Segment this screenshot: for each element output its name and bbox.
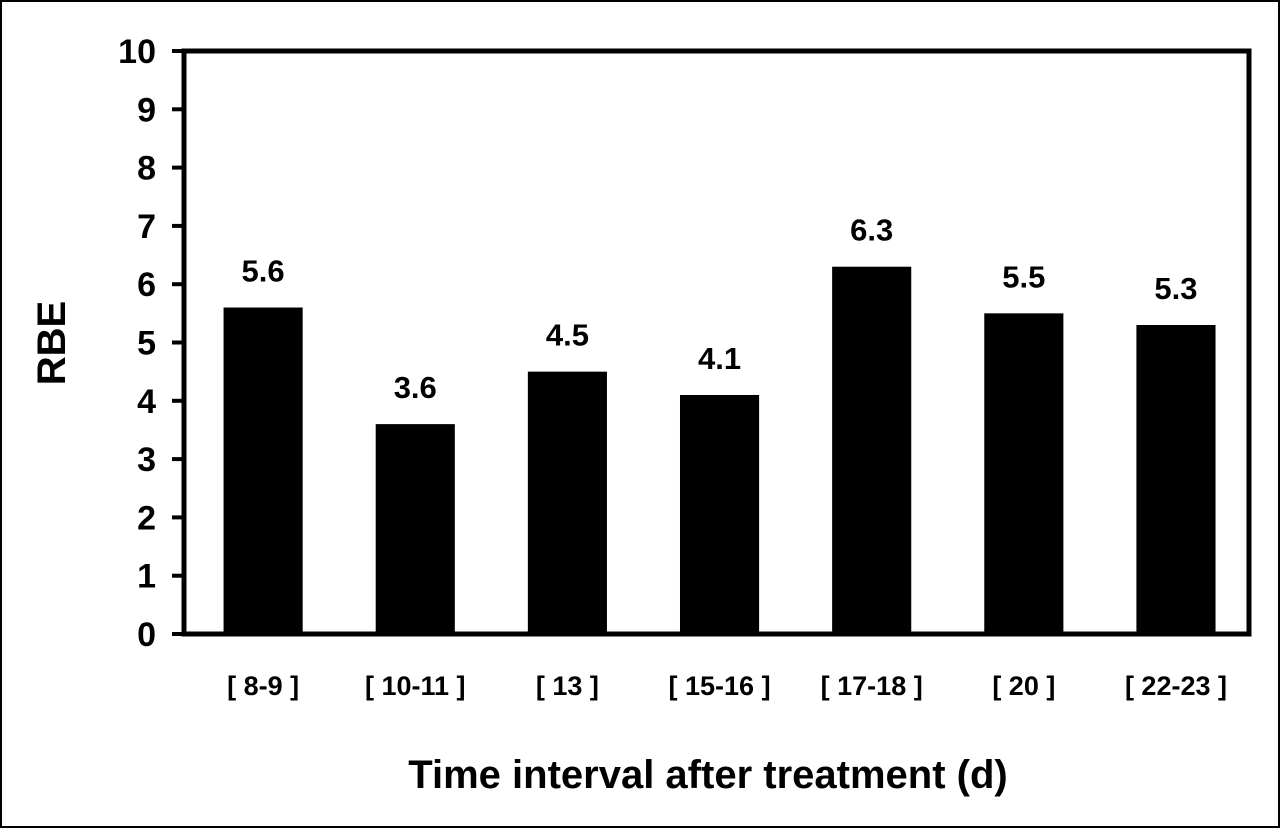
data-label: 6.3 (850, 213, 893, 248)
y-tick-label: 9 (137, 91, 156, 129)
x-tick-label: [ 17-18 ] (821, 671, 923, 701)
y-tick-label: 1 (137, 558, 156, 596)
x-axis-title: Time interval after treatment (d) (408, 753, 1007, 797)
bar (984, 313, 1064, 634)
data-label: 3.6 (394, 370, 437, 405)
y-tick-label: 5 (137, 325, 156, 363)
data-labels: 5.6 3.6 4.5 4.1 6.3 5.5 5.3 (242, 213, 1198, 405)
bar (223, 307, 303, 634)
x-tick-label: [ 15-16 ] (669, 671, 771, 701)
x-tick-label: [ 13 ] (536, 671, 599, 701)
data-label: 5.6 (242, 254, 285, 289)
data-label: 5.5 (1002, 259, 1045, 294)
x-tick-label: [ 22-23 ] (1125, 671, 1227, 701)
x-tick-label: [ 10-11 ] (365, 671, 466, 701)
y-tick-label: 3 (137, 441, 156, 479)
y-tick-label: 8 (137, 150, 156, 188)
y-tick-label: 6 (137, 266, 156, 304)
bars (223, 266, 1216, 634)
bar (832, 266, 912, 634)
y-axis: 0 1 2 3 4 5 6 7 8 9 10 (118, 33, 184, 654)
bar (527, 371, 607, 634)
x-tick-label: [ 20 ] (992, 671, 1055, 701)
data-label: 4.5 (546, 318, 589, 353)
bar (679, 394, 760, 634)
bar (375, 424, 455, 634)
y-tick-label: 4 (137, 383, 156, 421)
bar (1136, 325, 1216, 634)
y-axis-title: RBE (30, 301, 74, 385)
x-tick-label: [ 8-9 ] (227, 671, 299, 701)
data-label: 4.1 (698, 341, 741, 376)
x-axis: [ 8-9 ] [ 10-11 ] [ 13 ] [ 15-16 ] [ 17-18 ]… (227, 671, 1227, 701)
y-tick-label: 10 (118, 33, 156, 71)
y-tick-label: 7 (137, 208, 156, 246)
y-tick-label: 0 (137, 616, 156, 654)
data-label: 5.3 (1154, 271, 1197, 306)
y-tick-label: 2 (137, 499, 156, 537)
